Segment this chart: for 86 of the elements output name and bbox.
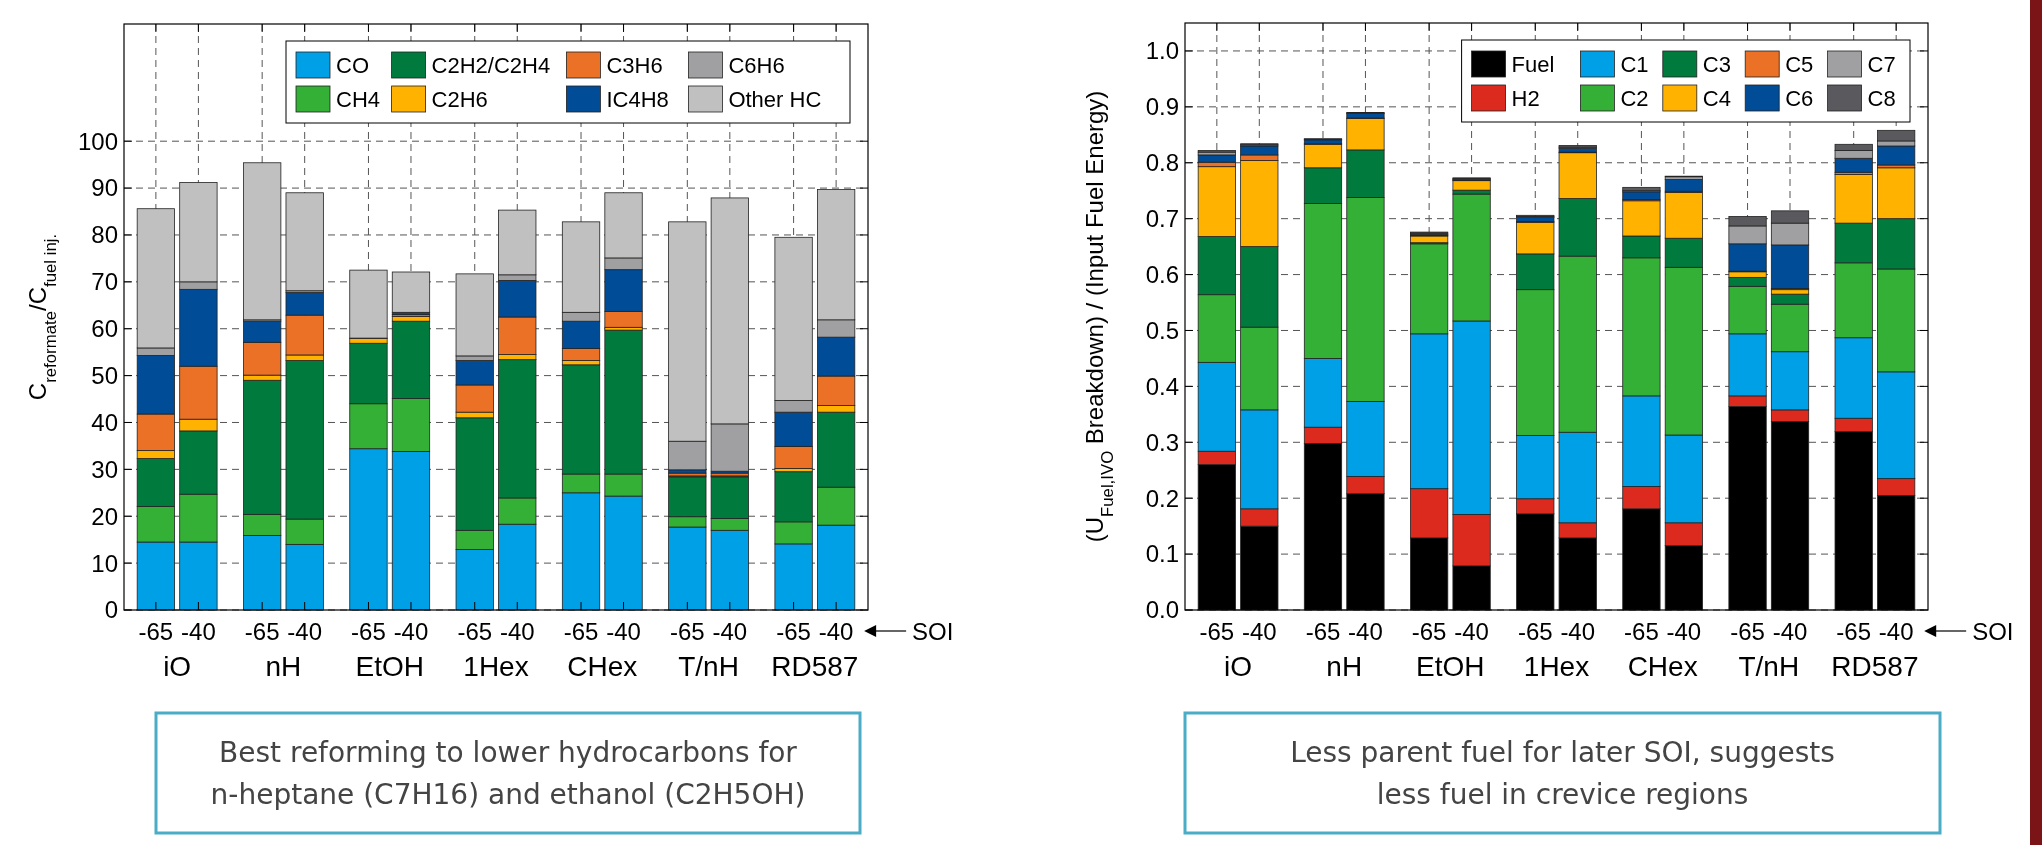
y-tick-label: 0.5 [1145,316,1179,344]
y-tick-label: 1.0 [1145,37,1179,65]
text: CHex [1627,651,1698,682]
legend-label: Fuel [1511,51,1555,77]
x-tick-label: -65 [776,618,811,645]
legend-label: C3 [1702,51,1731,77]
y-tick-label: 0.7 [1145,205,1179,233]
legend-label: IC4H8 [606,86,669,112]
x-tick-label: -65 [1836,618,1872,645]
x-tick-label: -40 [393,618,429,645]
legend-label: C2H6 [431,86,488,112]
x-tick-label: -40 [1454,618,1489,645]
y-tick-label: 0.0 [1145,596,1179,624]
legend-label: H2 [1511,85,1540,111]
legend-label: C2 [1620,85,1649,111]
x-tick-label: -65 [1305,618,1341,645]
x-tick-label: -65 [244,618,280,645]
legend-label: C7 [1867,51,1896,77]
text: SOI [912,618,954,645]
x-tick-label: -40 [712,618,748,645]
text: T/nH [1738,651,1800,682]
y-tick-label: 50 [91,362,118,389]
legend-label: C4 [1702,85,1731,111]
x-tick-label: -65 [351,618,386,645]
x-tick-label: -65 [1199,618,1235,645]
y-tick-label: 10 [91,549,118,577]
y-tick-label: 0.8 [1145,149,1179,177]
text: SOI [1972,618,2014,645]
legend-label: C3H6 [606,52,663,78]
x-tick-label: -65 [563,618,599,645]
y-tick-label: 80 [91,221,118,249]
y-tick-label: 90 [91,174,118,202]
y-tick-label: 0 [104,596,118,624]
y-tick-label: 0.9 [1145,93,1179,121]
x-tick-label: -65 [1730,618,1765,645]
x-tick-label: -40 [1560,618,1596,645]
legend-label: C2H2/C2H4 [431,52,551,78]
x-tick-label: -40 [287,618,323,645]
legend-label: C8 [1867,85,1896,111]
x-tick-label: -40 [1241,618,1277,645]
x-tick-label: -65 [457,618,493,645]
text: Less parent fuel for later SOI, suggests less fuel in crevice regions [1290,736,1835,811]
x-tick-label: -40 [499,618,535,645]
y-tick-label: 0.3 [1145,428,1179,456]
y-tick-label: 30 [91,455,118,483]
text: RD587 [1831,651,1919,682]
text: T/nH [678,651,739,682]
legend-label: CH4 [336,86,381,112]
y-tick-label: 0.6 [1145,260,1179,288]
legend-label: Other HC [728,86,822,112]
x-tick-label: -40 [1666,618,1702,645]
x-tick-label: -65 [138,618,174,645]
x-tick-label: -65 [669,618,705,645]
x-tick-label: -40 [1878,618,1914,645]
y-tick-label: 0.2 [1145,484,1179,512]
x-tick-label: -65 [1517,618,1553,645]
x-tick-label: -65 [1624,618,1659,645]
text: iO [163,651,192,682]
x-tick-label: -65 [1411,618,1447,645]
text: iO [1224,651,1253,682]
legend-label: C6 [1785,85,1814,111]
legend-label: C1 [1620,51,1649,77]
y-tick-label: 0.4 [1145,372,1179,400]
x-tick-label: -40 [1772,618,1808,645]
text: nH [265,651,302,682]
legend-label: C5 [1785,51,1814,77]
x-tick-label: -40 [181,618,216,645]
text: EtOH [1416,651,1485,682]
x-tick-label: -40 [1348,618,1383,645]
text: CHex [567,651,638,682]
text: EtOH [355,651,424,682]
y-tick-label: 40 [91,408,118,436]
text: nH [1326,651,1363,682]
text: 1Hex [1523,651,1590,682]
y-tick-label: 60 [91,315,118,343]
text: RD587 [771,651,859,682]
y-tick-label: 0.1 [1145,540,1179,568]
x-tick-label: -40 [606,618,641,645]
legend-label: CO [336,52,369,78]
text: 1Hex [463,651,529,682]
x-tick-label: -40 [818,618,854,645]
text: Best reforming to lower hydrocarbons for n-heptane (C7H16) and ethanol (C2H5OH) [210,736,806,811]
y-tick-label: 70 [91,268,118,296]
legend-label: C6H6 [728,52,785,78]
y-tick-label: 20 [91,502,118,530]
y-tick-label: 100 [77,127,118,155]
